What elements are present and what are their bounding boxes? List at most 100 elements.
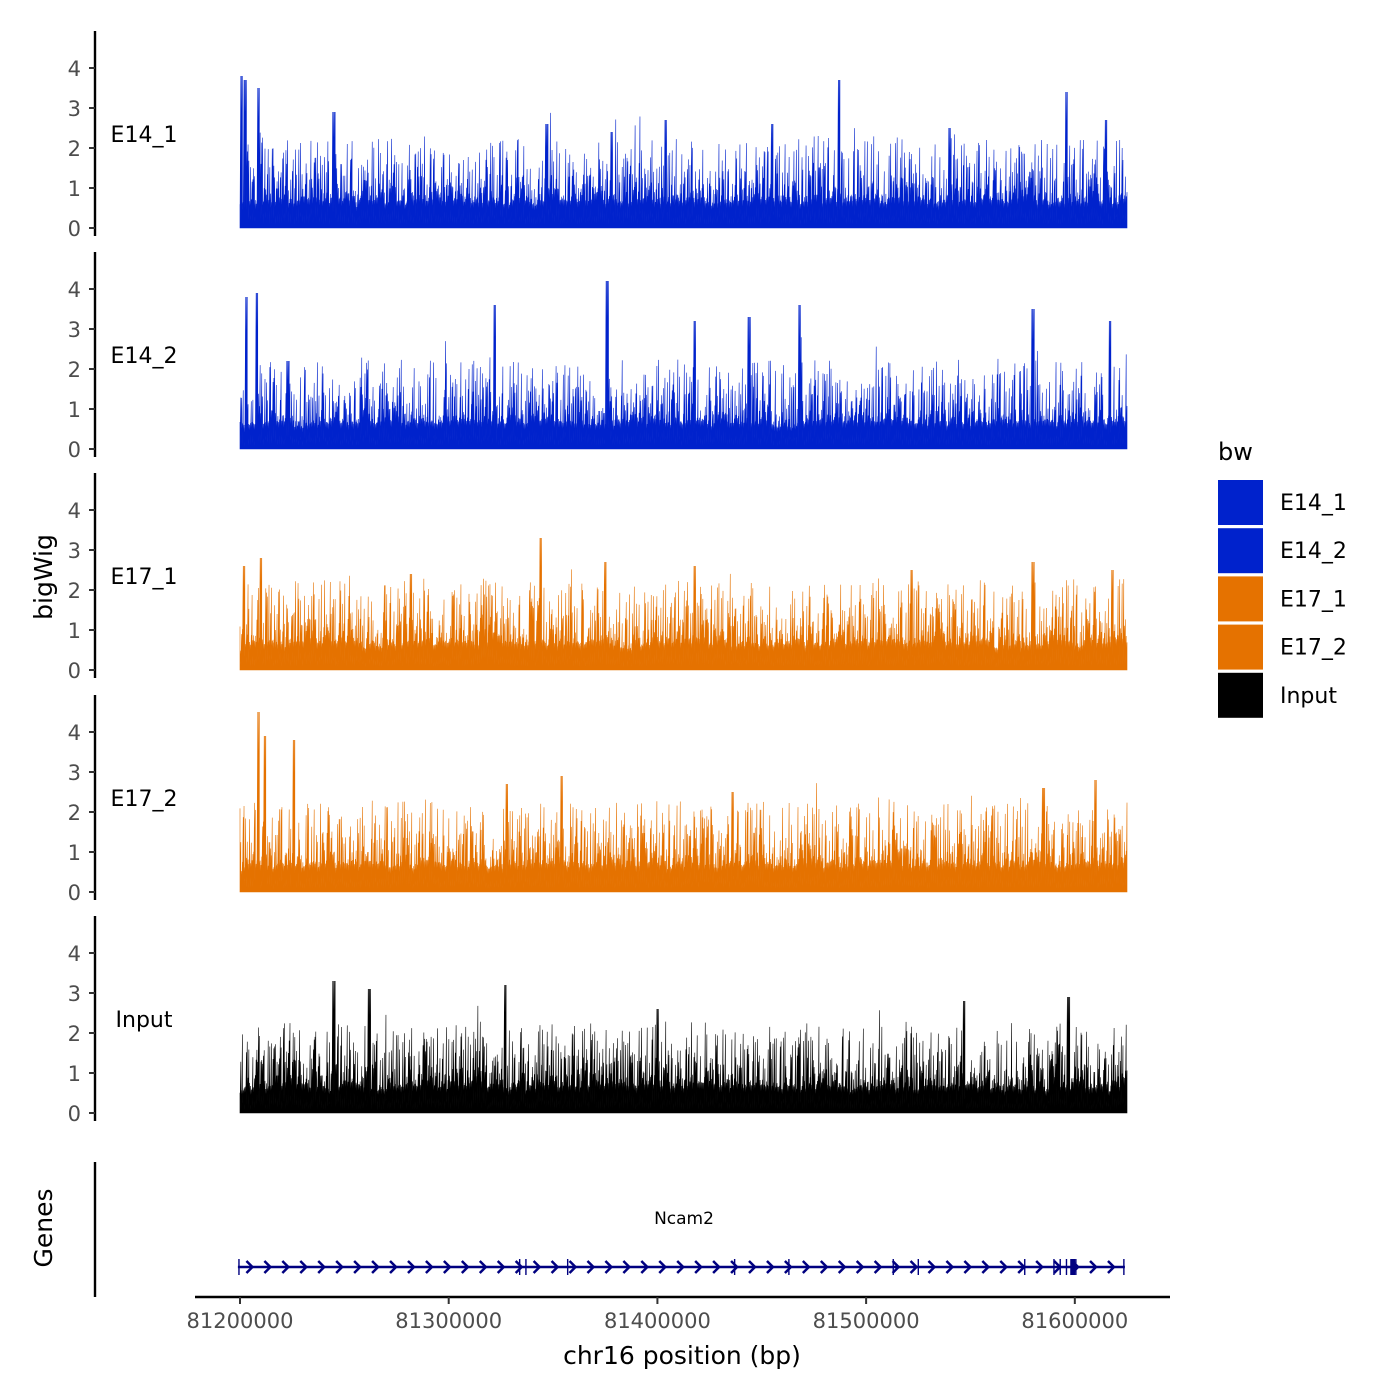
y-tick-label: 4 [68,942,81,966]
strand-chevron [1089,1260,1098,1274]
y-tick-label: 2 [68,358,81,382]
strand-chevron [407,1260,416,1274]
y-tick-label: 0 [68,881,81,905]
strand-chevron [586,1260,596,1274]
track-panel-e14-1: E14_1 [111,75,1128,229]
signal-area [239,280,1128,450]
y-tick-label: 4 [68,721,81,745]
legend-entry-e14-2: E14_2 [1218,528,1347,574]
legend-label: E14_2 [1280,539,1347,564]
legend-label: E17_2 [1280,636,1347,661]
y-tick-label: 2 [68,137,81,161]
axes: 0 1 2 3 4 0 1 2 3 4 0 1 2 3 4 0 1 2 3 4 0 1 2 3 4 [68,31,97,1126]
legend-swatch [1218,672,1263,718]
strand-chevron [658,1260,668,1274]
strand-chevron [263,1260,273,1274]
genes-axis-title: Genes [29,1188,58,1267]
strand-chevron [1035,1260,1044,1274]
legend-swatch [1218,480,1263,525]
strand-chevron [640,1260,650,1274]
x-tick-label: 81500000 [813,1309,920,1333]
legend-entry-e17-2: E17_2 [1218,624,1347,670]
y-tick-label: 1 [68,841,81,865]
track-panel-e14-2: E14_2 [111,280,1128,450]
strand-chevron [837,1260,847,1274]
y-tick-label: 2 [68,1022,81,1046]
strand-chevron [425,1260,434,1274]
strand-chevron [281,1260,291,1274]
strand-chevron [891,1260,901,1274]
legend-entry-e14-1: E14_1 [1218,480,1347,525]
signal-area [239,537,1128,671]
legend-title: bw [1218,438,1253,466]
y-tick-label: 2 [68,579,81,603]
strand-chevron [963,1260,973,1274]
legend-entry-input: Input [1218,672,1337,718]
strand-chevron [801,1260,811,1274]
track-panel-input: Input [116,980,1128,1114]
legend-label: E14_1 [1280,491,1347,516]
strand-chevron [371,1260,380,1274]
track-panel-e17-2: E17_2 [111,711,1128,893]
strand-chevron [496,1260,506,1274]
strand-chevron [514,1260,524,1274]
signal-area [239,980,1128,1114]
strand-chevron [478,1260,488,1274]
legend-label: Input [1280,684,1337,709]
y-tick-label: 3 [68,539,81,563]
x-tick-label: 81300000 [395,1309,502,1333]
legend-label: E17_1 [1280,587,1347,612]
strand-chevron [945,1260,955,1274]
legend: bw E14_1 E14_2 E17_1 E17_2 Input [1218,438,1347,718]
track-label: E17_2 [111,787,178,812]
y-tick-label: 3 [68,97,81,121]
track-label: E17_1 [111,565,178,590]
strand-chevron [317,1260,326,1274]
y-tick-label: 1 [68,398,81,422]
gene-track: Ncam2 81200000 81300000 81400000 81500000 816… [93,1162,1170,1333]
x-tick-label: 81200000 [187,1309,294,1333]
strand-chevron [335,1260,344,1274]
signal-tracks: E14_1 E14_2 E17_1 E17_2 Input [111,75,1128,1114]
strand-chevron [694,1260,703,1274]
strand-chevron [819,1260,829,1274]
x-axis-title: chr16 position (bp) [563,1341,801,1370]
strand-chevron [730,1260,739,1274]
strand-chevron [855,1260,865,1274]
track-label: E14_1 [111,123,178,148]
y-tick-label: 4 [68,499,81,523]
track-label: E14_2 [111,344,178,369]
track-label: Input [116,1008,173,1033]
y-axis-title: bigWig [29,534,58,620]
strand-chevron [460,1260,470,1274]
strand-chevron [909,1260,919,1274]
strand-chevron [927,1260,937,1274]
signal-area [239,711,1128,893]
strand-chevron [568,1260,578,1274]
strand-chevron [999,1260,1009,1274]
strand-chevron [712,1260,721,1274]
strand-chevron [389,1260,398,1274]
y-tick-label: 3 [68,318,81,342]
signal-area [239,75,1128,229]
y-tick-label: 4 [68,57,81,81]
strand-chevron [784,1260,793,1274]
legend-swatch [1218,576,1263,622]
y-tick-label: 0 [68,217,81,241]
strand-chevron [981,1260,991,1274]
legend-swatch [1218,528,1263,574]
strand-chevron [748,1260,757,1274]
strand-chevron [245,1260,255,1274]
strand-chevron [766,1260,775,1274]
y-tick-label: 3 [68,982,81,1006]
y-tick-label: 0 [68,659,81,683]
strand-chevron [442,1260,452,1274]
y-tick-label: 4 [68,278,81,302]
track-panel-e17-1: E17_1 [111,537,1128,671]
strand-chevron [299,1260,309,1274]
strand-chevron [873,1260,883,1274]
gene-name-label: Ncam2 [654,1209,714,1229]
strand-chevron [353,1260,362,1274]
gene-exon-block [1070,1259,1076,1275]
